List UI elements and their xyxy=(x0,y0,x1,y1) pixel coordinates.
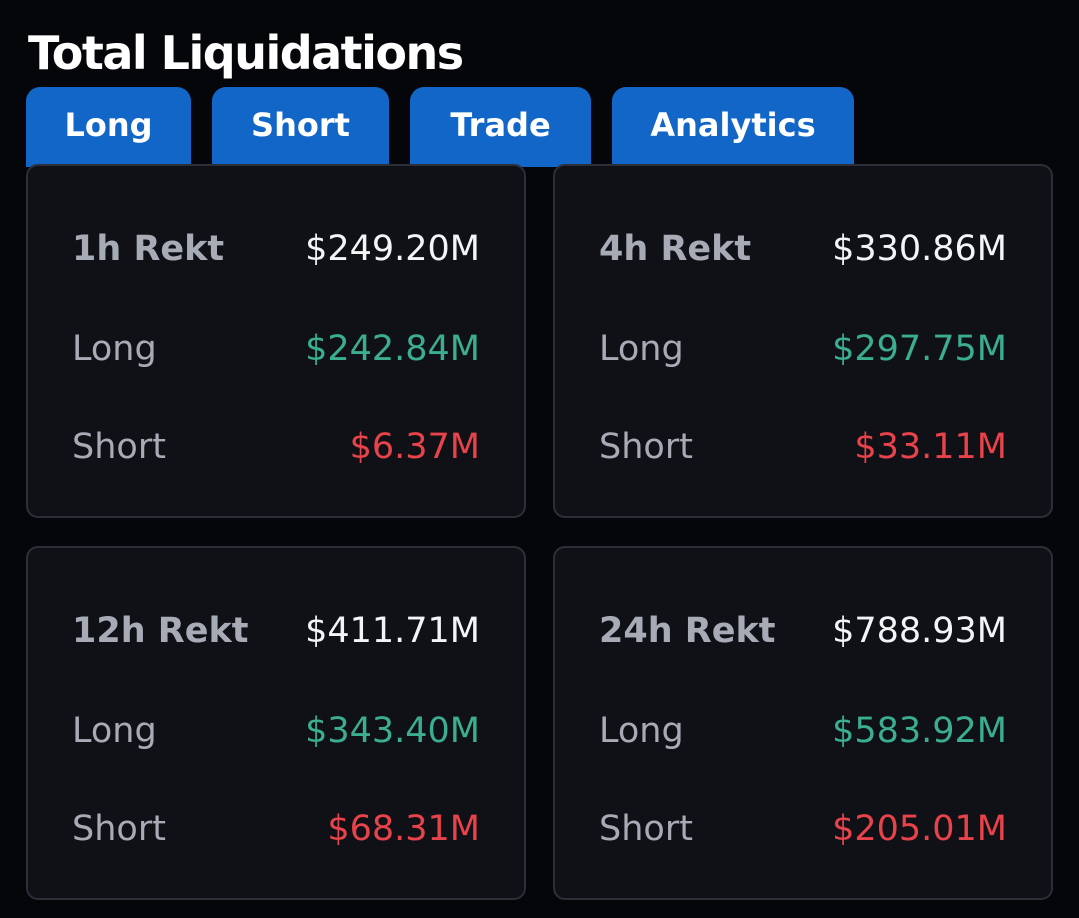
tab-short[interactable]: Short xyxy=(212,87,389,167)
short-label: Short xyxy=(72,809,166,849)
long-value: $242.84M xyxy=(305,329,480,369)
total-value: $330.86M xyxy=(832,229,1007,269)
short-row: Short $6.37M xyxy=(72,422,480,472)
rekt-total-row: 24h Rekt $788.93M xyxy=(599,606,1007,656)
short-label: Short xyxy=(599,427,693,467)
short-value: $205.01M xyxy=(832,809,1007,849)
period-label: 12h Rekt xyxy=(72,611,249,651)
tab-bar: Long Short Trade Analytics xyxy=(0,87,1079,167)
period-label: 24h Rekt xyxy=(599,611,776,651)
rekt-total-row: 4h Rekt $330.86M xyxy=(599,224,1007,274)
long-row: Long $343.40M xyxy=(72,706,480,756)
long-value: $343.40M xyxy=(305,711,480,751)
tab-analytics[interactable]: Analytics xyxy=(612,87,854,167)
long-row: Long $242.84M xyxy=(72,324,480,374)
long-label: Long xyxy=(599,711,684,751)
tab-trade[interactable]: Trade xyxy=(410,87,591,167)
liquidation-card-1h: 1h Rekt $249.20M Long $242.84M Short $6.… xyxy=(26,164,526,518)
long-row: Long $583.92M xyxy=(599,706,1007,756)
liquidation-card-24h: 24h Rekt $788.93M Long $583.92M Short $2… xyxy=(553,546,1053,900)
short-label: Short xyxy=(599,809,693,849)
short-value: $6.37M xyxy=(349,427,480,467)
long-label: Long xyxy=(72,711,157,751)
period-label: 4h Rekt xyxy=(599,229,752,269)
total-value: $411.71M xyxy=(305,611,480,651)
tab-long[interactable]: Long xyxy=(26,87,191,167)
rekt-total-row: 12h Rekt $411.71M xyxy=(72,606,480,656)
period-label: 1h Rekt xyxy=(72,229,225,269)
short-row: Short $68.31M xyxy=(72,804,480,854)
short-row: Short $33.11M xyxy=(599,422,1007,472)
long-label: Long xyxy=(72,329,157,369)
long-value: $297.75M xyxy=(832,329,1007,369)
short-row: Short $205.01M xyxy=(599,804,1007,854)
short-value: $33.11M xyxy=(854,427,1007,467)
liquidation-card-4h: 4h Rekt $330.86M Long $297.75M Short $33… xyxy=(553,164,1053,518)
liquidation-card-12h: 12h Rekt $411.71M Long $343.40M Short $6… xyxy=(26,546,526,900)
page-title: Total Liquidations xyxy=(28,26,464,80)
long-row: Long $297.75M xyxy=(599,324,1007,374)
short-label: Short xyxy=(72,427,166,467)
short-value: $68.31M xyxy=(327,809,480,849)
long-value: $583.92M xyxy=(832,711,1007,751)
long-label: Long xyxy=(599,329,684,369)
total-value: $249.20M xyxy=(305,229,480,269)
rekt-total-row: 1h Rekt $249.20M xyxy=(72,224,480,274)
total-value: $788.93M xyxy=(832,611,1007,651)
